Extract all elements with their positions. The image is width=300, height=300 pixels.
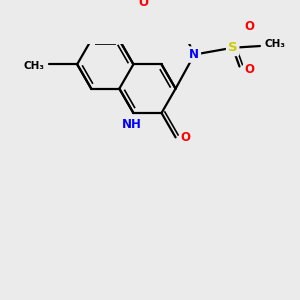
Text: CH₃: CH₃	[265, 39, 286, 49]
Text: O: O	[245, 20, 255, 33]
Text: NH: NH	[122, 118, 142, 131]
Text: S: S	[228, 41, 238, 54]
Text: N: N	[189, 48, 199, 61]
Text: O: O	[181, 131, 191, 144]
Text: O: O	[245, 63, 255, 76]
Text: O: O	[139, 0, 149, 9]
Text: CH₃: CH₃	[23, 61, 44, 71]
